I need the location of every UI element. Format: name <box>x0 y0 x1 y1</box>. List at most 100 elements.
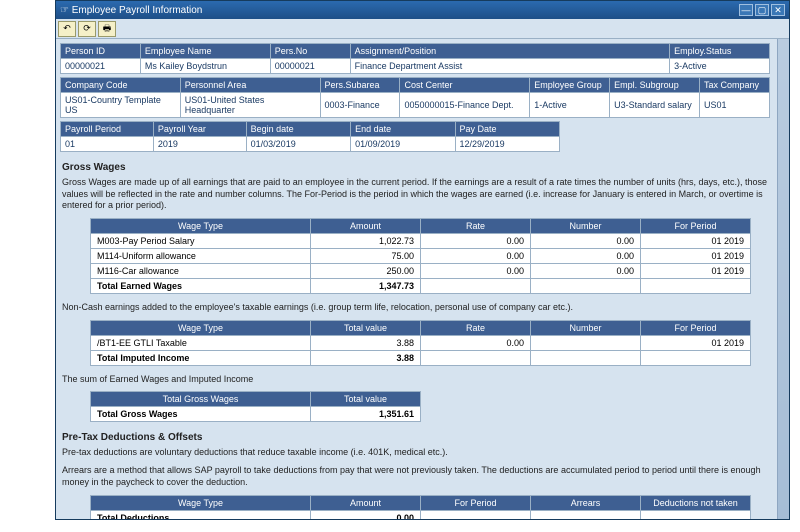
col-header: Amount <box>311 219 421 234</box>
cell: 0.00 <box>531 249 641 264</box>
pretax-table: Wage TypeAmountFor PeriodArrearsDeductio… <box>90 495 751 520</box>
header-value: U3-Standard salary <box>610 93 700 118</box>
col-header: For Period <box>421 495 531 510</box>
col-header: Amount <box>311 495 421 510</box>
header-label: Personnel Area <box>180 78 320 93</box>
window-title: Employee Payroll Information <box>72 5 203 16</box>
col-header: Number <box>531 320 641 335</box>
header-value: 3-Active <box>670 59 770 74</box>
col-header: Wage Type <box>91 495 311 510</box>
cell <box>531 335 641 350</box>
col-header: Total value <box>311 392 421 407</box>
cell: 0.00 <box>531 234 641 249</box>
cell: 75.00 <box>311 249 421 264</box>
cell: 0.00 <box>421 335 531 350</box>
total-amount: 0.00 <box>311 510 421 519</box>
header-label: Empl. Subgroup <box>610 78 700 93</box>
gross-section-title: Gross Wages <box>62 162 783 173</box>
total-label: Total Imputed Income <box>91 350 311 365</box>
titlebar: ☞ Employee Payroll Information — ▢ ✕ <box>56 1 789 19</box>
cell: 01 2019 <box>641 335 751 350</box>
header-value: 2019 <box>153 137 246 152</box>
header-label: Payroll Period <box>61 122 154 137</box>
header-table-2: Company CodePersonnel AreaPers.SubareaCo… <box>60 77 770 118</box>
header-value: 00000021 <box>270 59 350 74</box>
total-gross-label: Total Gross Wages <box>91 407 311 422</box>
noncash-table: Wage TypeTotal valueRateNumberFor Period… <box>90 320 751 366</box>
col-header: Total Gross Wages <box>91 392 311 407</box>
header-value: Ms Kailey Boydstrun <box>140 59 270 74</box>
header-label: Assignment/Position <box>350 44 669 59</box>
cell: 3.88 <box>311 335 421 350</box>
pretax-desc2: Arrears are a method that allows SAP pay… <box>62 465 772 488</box>
header-label: Pay Date <box>455 122 559 137</box>
window-frame: ☞ Employee Payroll Information — ▢ ✕ ↶ ⟳… <box>55 0 790 520</box>
header-label: Tax Company <box>700 78 770 93</box>
refresh-button[interactable]: ⟳ <box>78 21 96 37</box>
pretax-desc1: Pre-tax deductions are voluntary deducti… <box>62 447 772 459</box>
header-value: US01-Country Template US <box>61 93 181 118</box>
window-controls: — ▢ ✕ <box>739 4 785 16</box>
cell: M116-Car allowance <box>91 264 311 279</box>
header-value: 1-Active <box>530 93 610 118</box>
pretax-section-title: Pre-Tax Deductions & Offsets <box>62 432 783 443</box>
cell: 250.00 <box>311 264 421 279</box>
col-header: Rate <box>421 320 531 335</box>
header-label: Begin date <box>246 122 350 137</box>
content-area: Person IDEmployee NamePers.NoAssignment/… <box>56 39 789 519</box>
total-amount: 3.88 <box>311 350 421 365</box>
gross-section-desc: Gross Wages are made up of all earnings … <box>62 177 772 212</box>
header-value: 01/03/2019 <box>246 137 350 152</box>
header-label: Employ.Status <box>670 44 770 59</box>
header-value: 0003-Finance <box>320 93 400 118</box>
toolbar: ↶ ⟳ 🖶 <box>56 19 789 39</box>
header-label: Pers.Subarea <box>320 78 400 93</box>
cell: M003-Pay Period Salary <box>91 234 311 249</box>
header-value: 00000021 <box>61 59 141 74</box>
header-label: Company Code <box>61 78 181 93</box>
header-label: Employee Name <box>140 44 270 59</box>
col-header: For Period <box>641 219 751 234</box>
header-value: 01 <box>61 137 154 152</box>
header-value: 0050000015-Finance Dept. <box>400 93 530 118</box>
sumline-desc: The sum of Earned Wages and Imputed Inco… <box>62 374 772 386</box>
col-header: Total value <box>311 320 421 335</box>
header-label: Pers.No <box>270 44 350 59</box>
header-label: Cost Center <box>400 78 530 93</box>
header-label: End date <box>351 122 455 137</box>
header-label: Person ID <box>61 44 141 59</box>
col-header: Wage Type <box>91 219 311 234</box>
maximize-button[interactable]: ▢ <box>755 4 769 16</box>
total-amount: 1,347.73 <box>311 279 421 294</box>
cell: 1,022.73 <box>311 234 421 249</box>
noncash-desc: Non-Cash earnings added to the employee'… <box>62 302 772 314</box>
cell: 01 2019 <box>641 264 751 279</box>
header-label: Employee Group <box>530 78 610 93</box>
back-button[interactable]: ↶ <box>58 21 76 37</box>
cell: 01 2019 <box>641 234 751 249</box>
col-header: Arrears <box>531 495 641 510</box>
header-value: US01-United States Headquarter <box>180 93 320 118</box>
col-header: Rate <box>421 219 531 234</box>
header-value: Finance Department Assist <box>350 59 669 74</box>
header-value: 12/29/2019 <box>455 137 559 152</box>
cell: 0.00 <box>421 264 531 279</box>
scrollbar[interactable] <box>777 39 789 519</box>
header-label: Payroll Year <box>153 122 246 137</box>
cell: M114-Uniform allowance <box>91 249 311 264</box>
cell: /BT1-EE GTLI Taxable <box>91 335 311 350</box>
col-header: Wage Type <box>91 320 311 335</box>
col-header: Number <box>531 219 641 234</box>
col-header: For Period <box>641 320 751 335</box>
cell: 0.00 <box>421 249 531 264</box>
header-value: US01 <box>700 93 770 118</box>
minimize-button[interactable]: — <box>739 4 753 16</box>
header-table-3: Payroll PeriodPayroll YearBegin dateEnd … <box>60 121 560 152</box>
cell: 0.00 <box>531 264 641 279</box>
header-value: 01/09/2019 <box>351 137 455 152</box>
total-gross-value: 1,351.61 <box>311 407 421 422</box>
close-button[interactable]: ✕ <box>771 4 785 16</box>
print-button[interactable]: 🖶 <box>98 21 116 37</box>
total-gross-table: Total Gross WagesTotal valueTotal Gross … <box>90 391 421 422</box>
col-header: Deductions not taken <box>641 495 751 510</box>
